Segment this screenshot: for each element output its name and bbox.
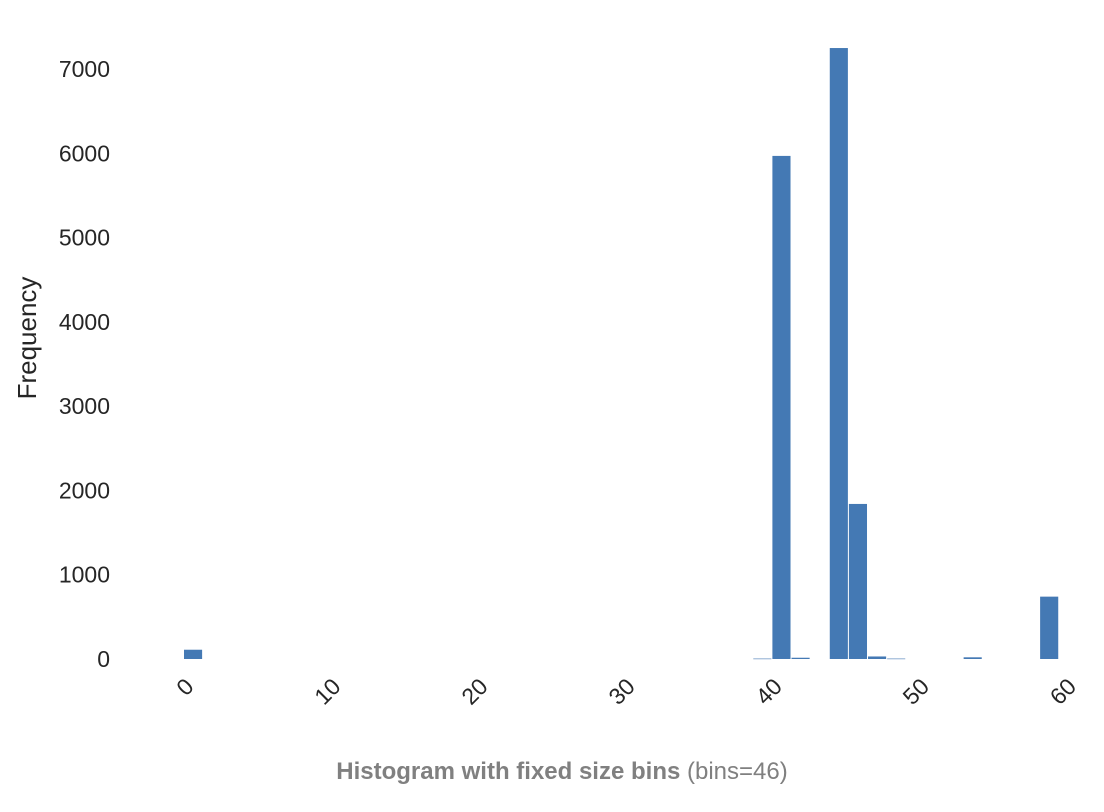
y-tick-label: 6000 [59, 140, 110, 166]
x-tick-label: 20 [456, 673, 492, 709]
chart-title: Histogram with fixed size bins [336, 758, 681, 785]
y-tick-label: 7000 [59, 56, 110, 82]
histogram-bar [963, 657, 982, 659]
histogram-bar [1040, 596, 1059, 659]
y-tick-label: 0 [97, 646, 110, 672]
x-tick-label: 50 [898, 673, 934, 709]
histogram-bar [848, 503, 868, 659]
y-tick-label: 3000 [59, 393, 110, 419]
histogram-bar [829, 48, 848, 660]
histogram-bar [184, 649, 203, 659]
y-axis-label: Frequency [12, 277, 42, 400]
y-tick-label: 4000 [59, 309, 110, 335]
y-tick-label: 2000 [59, 477, 110, 503]
x-axis-ticks: 0 10 20 30 40 50 60 [171, 673, 1081, 709]
histogram-bar [887, 658, 906, 660]
x-tick-label: 40 [750, 673, 786, 709]
x-tick-label: 30 [603, 673, 639, 709]
histogram-bar [791, 657, 810, 659]
bar-group [184, 48, 1059, 660]
x-tick-label: 10 [309, 673, 345, 709]
y-tick-label: 5000 [59, 225, 110, 251]
x-tick-label: 60 [1045, 673, 1081, 709]
y-axis-ticks: 0 1000 2000 3000 4000 5000 6000 7000 [59, 56, 110, 672]
chart-subtitle: (bins=46) [687, 758, 788, 785]
histogram-bar [868, 656, 887, 659]
y-tick-label: 1000 [59, 562, 110, 588]
x-tick-label: 0 [171, 673, 198, 700]
histogram-bar [753, 658, 772, 660]
histogram-bar [772, 155, 791, 659]
chart-caption: Histogram with fixed size bins (bins=46) [0, 758, 1104, 786]
